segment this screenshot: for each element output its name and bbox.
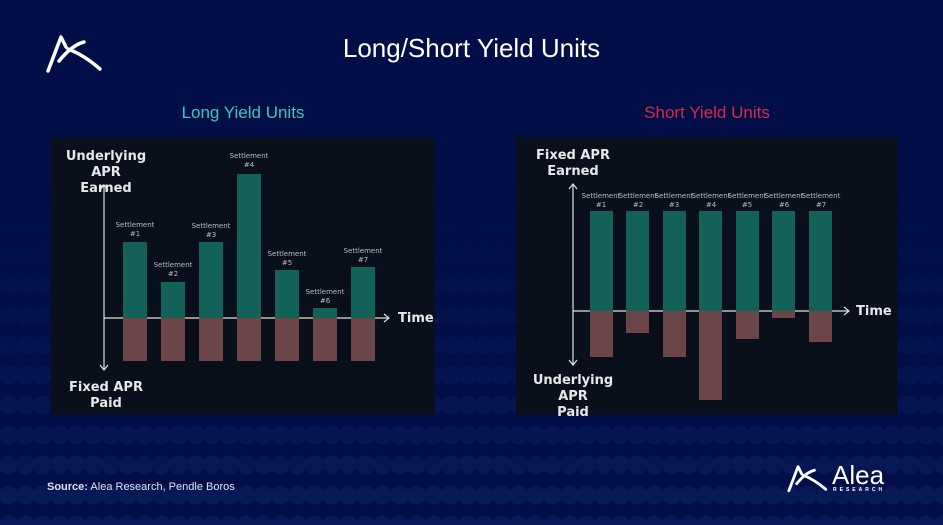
long-bar-1-label: Settlement #1 [115,221,155,238]
short-bar-3-positive [663,211,686,311]
long-bar-2-positive [161,282,185,318]
long-bar-7-negative [351,318,375,361]
long-yield-chart: Underlying APR Earned Fixed APR Paid Tim… [51,137,435,415]
short-bar-7-positive [809,211,832,311]
short-bar-2-label: Settlement #2 [618,192,658,209]
short-bar-4-negative [699,311,722,400]
short-bar-6-label: Settlement #6 [764,192,804,209]
long-y-bottom-label-line1: Fixed APR [69,380,143,395]
short-bar-2-negative [626,311,649,333]
alea-brand-logo-icon [787,465,828,493]
source-note: Source: Alea Research, Pendle Boros [47,481,235,493]
long-bar-6-positive [313,308,337,318]
short-chart-heading: Short Yield Units [644,103,770,122]
long-bar-3-negative [199,318,223,361]
long-bar-7-positive [351,267,375,318]
short-bar-2-positive [626,211,649,311]
short-bar-4-positive [699,211,722,311]
long-y-bottom-label: Fixed APR Paid [51,380,161,412]
long-bar-3-label: Settlement #3 [191,222,231,239]
long-bar-4-negative [237,318,261,361]
short-bar-7-negative [809,311,832,342]
long-chart-heading: Long Yield Units [181,103,305,122]
short-bar-3-negative [663,311,686,357]
long-bar-1-negative [123,318,147,361]
short-y-bottom-label-line1: Underlying APR [532,373,614,404]
long-bar-1-positive [123,242,147,318]
source-label: Source: [47,481,88,493]
short-x-axis-label: Time [856,304,892,319]
long-bar-6-negative [313,318,337,361]
long-bar-2-negative [161,318,185,361]
short-bar-1-positive [590,211,613,311]
short-bar-6-positive [772,211,795,311]
page-title: Long/Short Yield Units [342,33,601,63]
long-bar-7-label: Settlement #7 [343,247,383,264]
short-yield-chart: Fixed APR Earned Underlying APR Paid Tim… [516,137,898,420]
short-bar-7-label: Settlement #7 [801,192,841,209]
long-bar-6-label: Settlement #6 [305,288,345,305]
long-y-top-label: Underlying APR Earned [51,149,161,197]
short-bar-1-label: Settlement #1 [581,192,621,209]
short-bar-5-label: Settlement #5 [727,192,767,209]
brand-subtitle: RESEARCH [833,487,886,493]
short-y-bottom-label: Underlying APR Paid [518,373,628,421]
long-x-axis-label: Time [398,311,434,326]
long-bar-3-positive [199,242,223,318]
long-bar-4-label: Settlement #4 [229,152,269,169]
brand-name: Alea [832,460,885,490]
long-y-bottom-label-line2: Paid [90,396,122,411]
long-y-top-label-line2: Earned [80,181,132,196]
long-bar-4-positive [237,174,261,318]
source-text: Alea Research, Pendle Boros [90,481,235,493]
short-y-top-label-line2: Earned [547,164,599,179]
short-bar-6-negative [772,311,795,318]
alea-logo-icon [46,35,102,73]
short-bar-1-negative [590,311,613,357]
long-bar-5-positive [275,270,299,318]
long-bar-5-label: Settlement #5 [267,250,307,267]
long-bar-5-negative [275,318,299,361]
short-bar-5-negative [736,311,759,339]
short-y-top-label-line1: Fixed APR [536,148,610,163]
short-bar-3-label: Settlement #3 [654,192,694,209]
long-y-top-label-line1: Underlying APR [65,149,147,180]
alea-research-brand: Alea RESEARCH [786,459,906,499]
short-bar-4-label: Settlement #4 [691,192,731,209]
short-bar-5-positive [736,211,759,311]
short-y-bottom-label-line2: Paid [557,405,589,420]
short-y-top-label: Fixed APR Earned [518,148,628,180]
long-bar-2-label: Settlement #2 [153,261,193,278]
